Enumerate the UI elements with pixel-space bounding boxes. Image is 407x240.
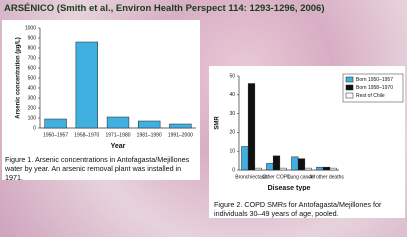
legend-swatch	[345, 84, 354, 91]
y-tick-label: 500	[28, 75, 37, 81]
y-tick-label: 300	[28, 95, 37, 101]
x-tick-label: Other COPD	[262, 174, 291, 180]
y-tick-label: 900	[28, 35, 37, 41]
bar	[279, 167, 287, 171]
figure-caption: Figure 1. Arsenic concentrations in Anto…	[5, 155, 190, 182]
bar	[169, 123, 192, 129]
x-axis-label: Year	[111, 143, 126, 150]
y-tick-label: 30	[229, 111, 235, 117]
bar	[329, 167, 337, 171]
bar	[297, 158, 306, 171]
bar	[254, 167, 262, 171]
bar	[316, 166, 324, 171]
slide-title: ARSÉNICO (Smith et al., Environ Health P…	[4, 3, 325, 14]
y-tick-label: 10	[229, 149, 235, 155]
chart: 0 10 20 30 40 50 SMR Disease typeBronchiectasis…	[215, 73, 404, 191]
x-tick-label: 1950–1957	[43, 132, 68, 138]
legend-swatch	[345, 92, 354, 99]
legend-label: Born 1958–1970	[356, 85, 393, 91]
x-tick-label: All other deaths	[309, 174, 344, 180]
legend-label: Rest of Chile	[356, 93, 385, 99]
bar	[291, 156, 299, 171]
legend-label: Born 1950–1957	[356, 77, 393, 83]
y-tick-label: 20	[229, 130, 235, 136]
y-tick-label: 600	[28, 65, 37, 71]
x-tick-label: 1981–1990	[137, 132, 162, 138]
x-tick-label: 1991–2000	[168, 132, 193, 138]
x-tick-label: Bronchiectasis	[235, 174, 268, 180]
x-tick-label: 1958–1970	[74, 132, 99, 138]
bar	[247, 83, 256, 171]
bar	[44, 118, 67, 129]
y-tick-label: 800	[28, 45, 37, 51]
bar	[272, 155, 281, 171]
bar	[75, 41, 98, 129]
figure-1-panel	[2, 20, 200, 180]
y-tick-label: 400	[28, 85, 37, 91]
figure-caption: Figure 2. COPD SMRs for Antofagasta/Meji…	[214, 200, 382, 218]
bar	[266, 163, 274, 171]
bar	[106, 116, 130, 129]
y-axis-label: SMR	[215, 116, 221, 130]
y-tick-label: 1000	[25, 25, 36, 31]
x-axis-label: Disease type	[268, 185, 311, 191]
bar	[322, 166, 331, 171]
x-tick-label: 1971–1980	[105, 132, 130, 138]
bar	[138, 120, 161, 129]
x-tick-label: Lung cancer	[288, 174, 316, 180]
y-tick-label: 700	[28, 55, 37, 61]
y-tick-label: 100	[28, 115, 37, 121]
y-tick-label: 0	[33, 125, 36, 131]
y-axis-label: Arsenic concentration (µg/L)	[16, 37, 22, 118]
y-tick-label: 0	[232, 167, 235, 173]
y-tick-label: 50	[229, 73, 235, 79]
bar	[304, 167, 312, 171]
chart: 0 100 200 300 400 500 600 700 800 900 1000Arsenic …	[16, 25, 196, 150]
y-tick-label: 40	[229, 92, 235, 98]
bar	[241, 146, 249, 171]
y-tick-label: 200	[28, 105, 37, 111]
legend-swatch	[345, 76, 354, 83]
